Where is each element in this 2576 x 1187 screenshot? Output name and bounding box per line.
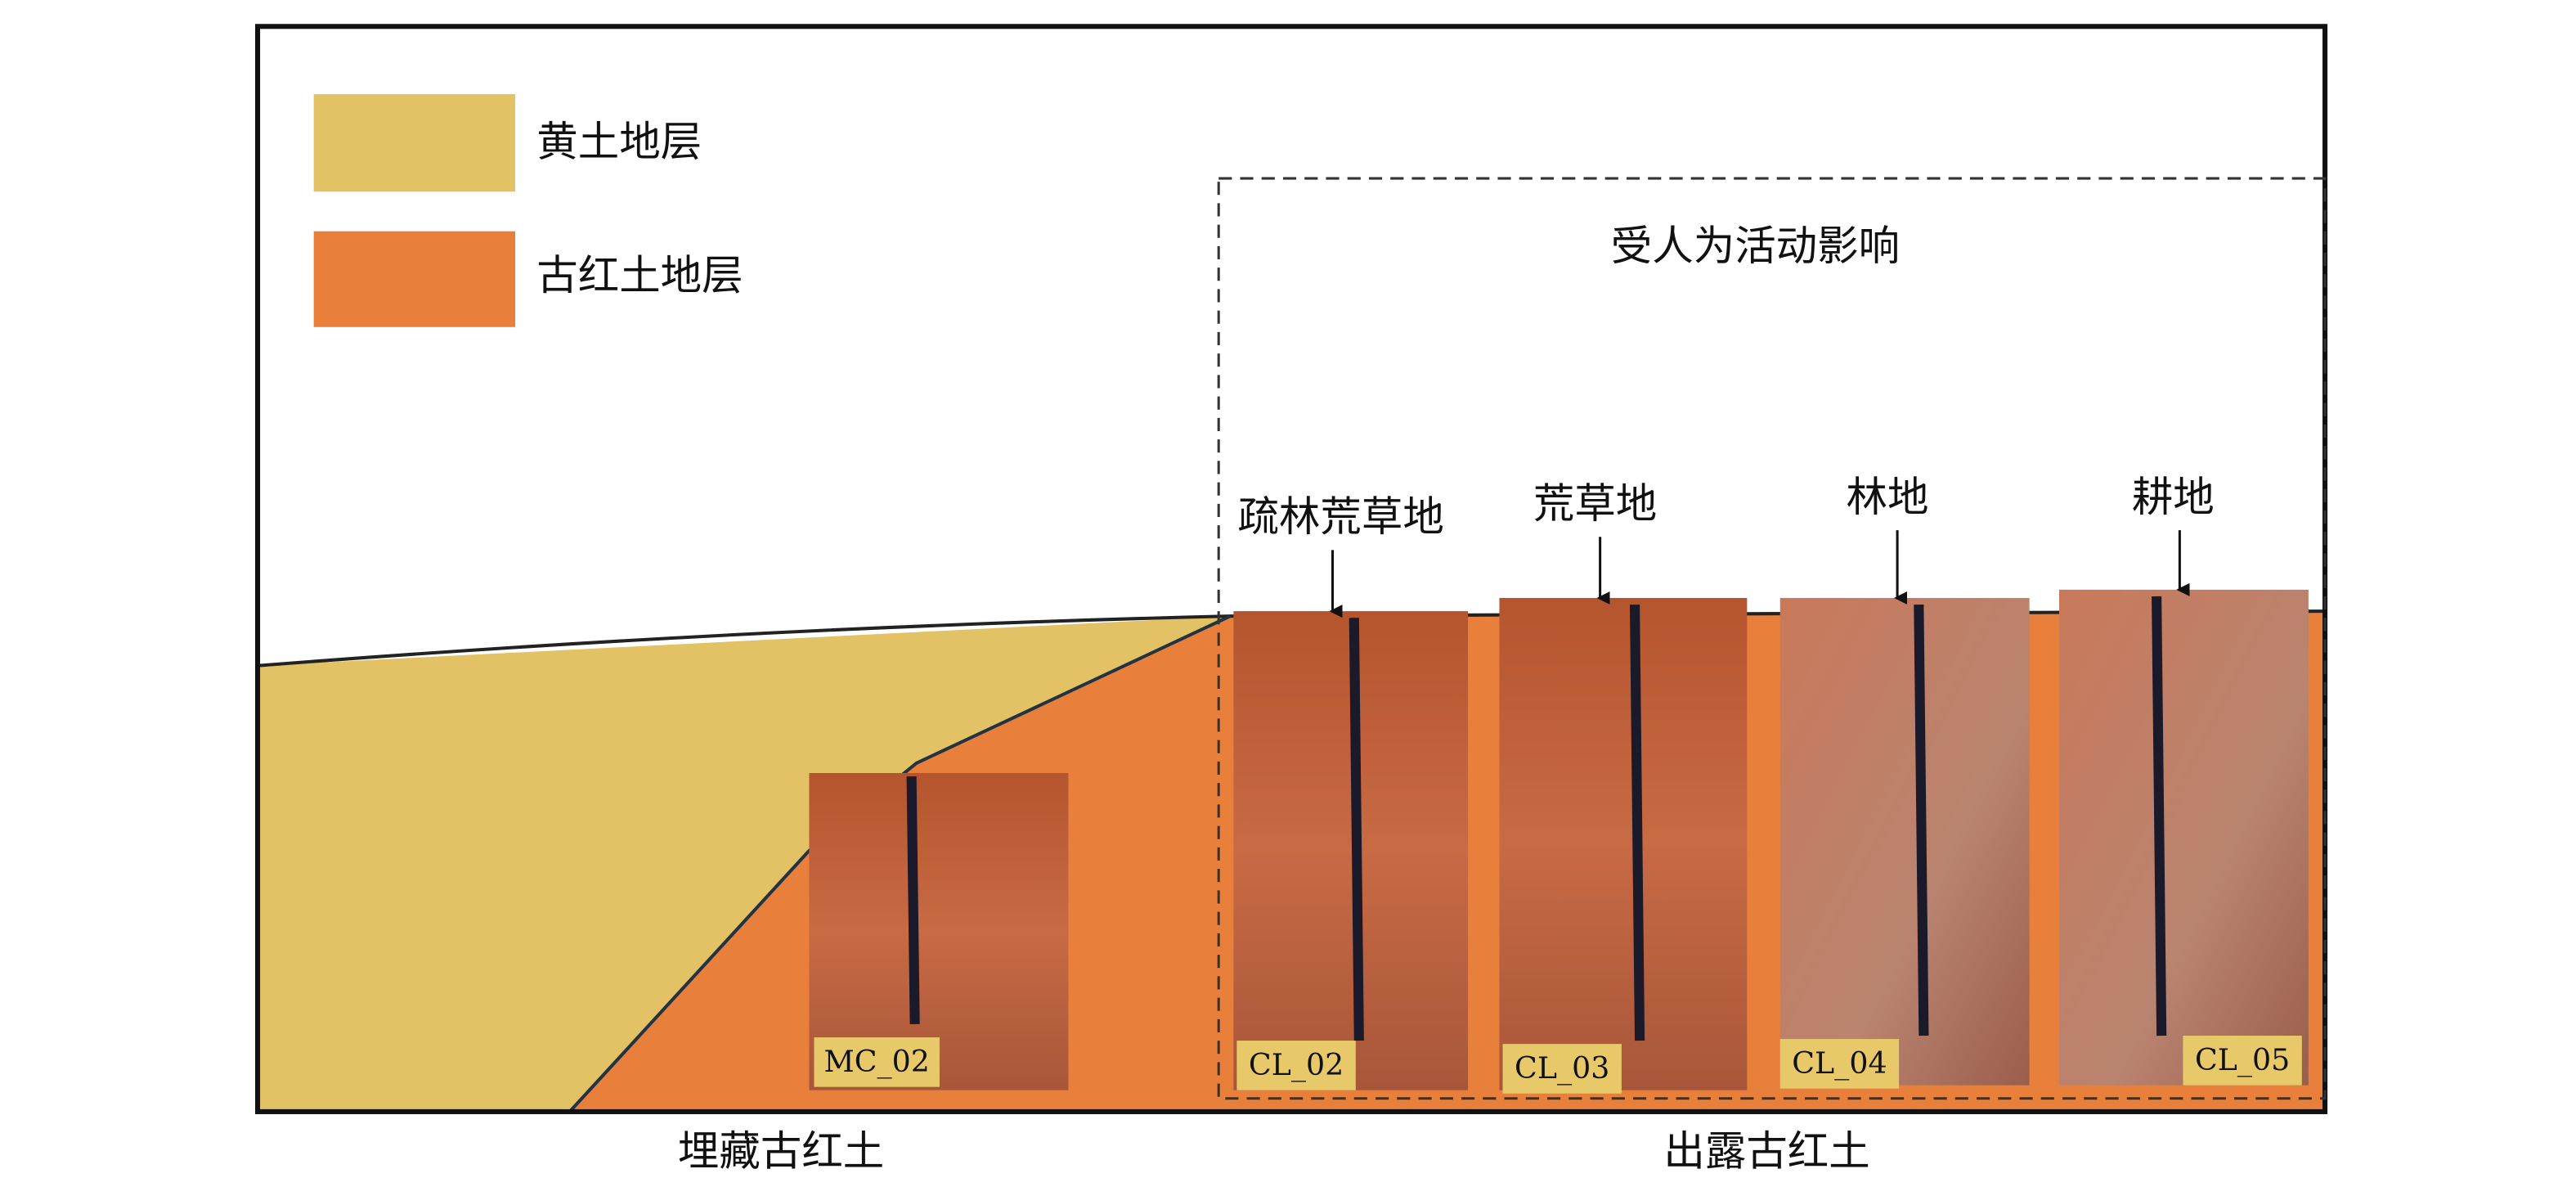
soil-photo (2058, 589, 2309, 1086)
legend-swatch (313, 231, 516, 327)
legend-label: 黄土地层 (536, 118, 702, 166)
annotation: 受人为活动影响 (1611, 222, 1900, 270)
photo-label: MC_02 (824, 1044, 930, 1080)
photo-label: CL_04 (1792, 1045, 1887, 1081)
site-label: 林地 (1847, 473, 1929, 521)
soil-photo (1499, 597, 1748, 1090)
photo-label: CL_03 (1515, 1050, 1609, 1086)
bottom-label: 埋藏古红土 (678, 1126, 884, 1175)
legend-swatch (313, 94, 516, 192)
site-label: 荒草地 (1533, 479, 1657, 528)
photo-label-box (2183, 1036, 2302, 1086)
tape (1349, 618, 1364, 1041)
tape (906, 776, 920, 1024)
site-label: 耕地 (2132, 473, 2215, 521)
frame (254, 24, 2328, 1114)
bottom-label: 出露古红土 (1663, 1126, 1869, 1175)
photo-label-box (1779, 1039, 1900, 1089)
tape (1629, 604, 1645, 1041)
tape (2152, 596, 2167, 1036)
loess-layer (258, 616, 1231, 1112)
tape (1914, 604, 1929, 1036)
photo-label-box (1502, 1044, 1622, 1094)
soil-photo (1779, 597, 2030, 1086)
photo-label: CL_02 (1249, 1047, 1344, 1083)
photo-label-box (1236, 1041, 1356, 1090)
site-label: 疏林荒草地 (1237, 492, 1443, 541)
photo-label-box (814, 1037, 940, 1087)
surface-line (257, 609, 2326, 668)
legend-label: 古红土地层 (536, 251, 743, 299)
dashed-region (1217, 177, 2327, 1100)
photo-label: CL_05 (2195, 1042, 2290, 1078)
